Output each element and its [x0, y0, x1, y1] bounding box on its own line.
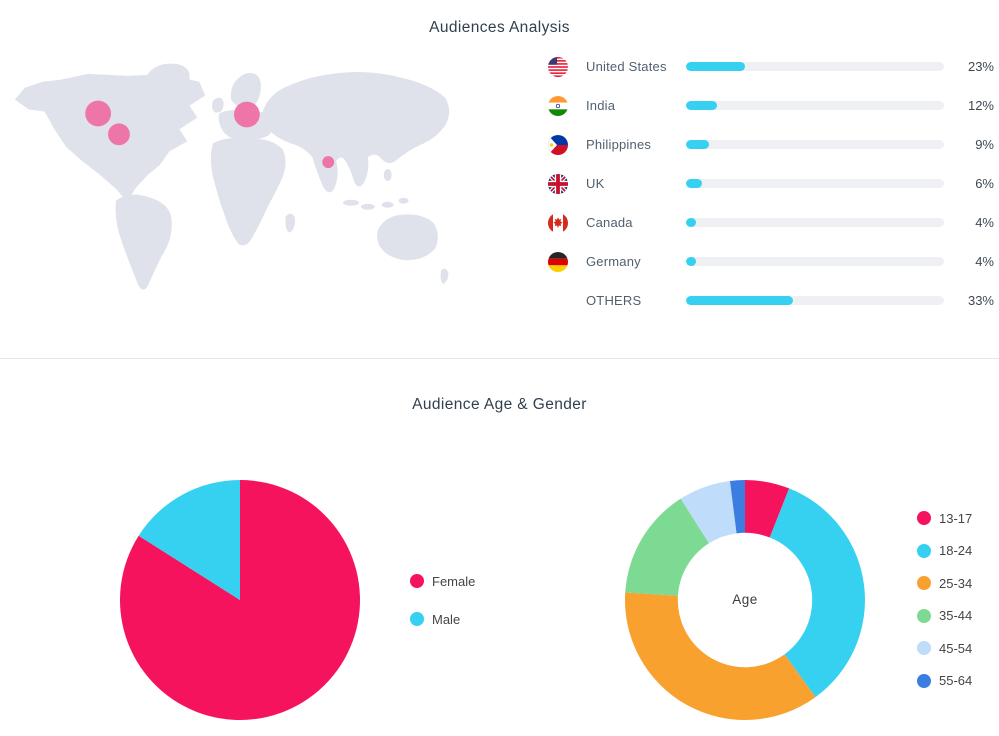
country-label: Germany [586, 254, 641, 269]
audience-location-bubbles [85, 100, 335, 169]
country-bar-track [686, 257, 944, 266]
country-row-united-states: United States 23% [548, 47, 994, 86]
age-donut-center-label: Age [732, 592, 758, 607]
country-row-others: OTHERS 33% [548, 281, 994, 320]
country-label: OTHERS [586, 293, 642, 308]
country-bar-fill [686, 257, 697, 266]
country-bar-fill [686, 140, 710, 149]
audiences-analysis-title: Audiences Analysis [429, 19, 570, 36]
map-bubble-canada [85, 100, 112, 127]
country-percent: 6% [975, 176, 994, 191]
uk-flag-icon [548, 173, 568, 194]
gender-legend-item-female[interactable]: Female [410, 573, 476, 589]
country-bar-fill [686, 62, 746, 71]
gender-legend: Female Male [410, 574, 475, 650]
country-bar-track [686, 62, 944, 71]
age-slice-18-24 [769, 488, 865, 698]
country-label: Philippines [586, 137, 652, 152]
section-divider [0, 358, 999, 359]
age-gender-title: Audience Age & Gender [412, 396, 587, 413]
gender-slice-male [138, 480, 240, 600]
age-legend-label: 35-44 [939, 608, 973, 623]
philippines-flag-icon [548, 134, 568, 155]
country-bar-fill [686, 179, 702, 188]
age-legend-item-18-24[interactable]: 18-24 [917, 543, 973, 558]
country-label: India [586, 98, 616, 113]
world-map-land [14, 63, 450, 290]
united-states-flag-icon [548, 56, 568, 77]
age-legend-label: 13-17 [939, 510, 973, 526]
country-percent: 33% [967, 293, 994, 308]
age-legend-item-13-17[interactable]: 13-17 [917, 510, 973, 526]
age-legend-dot [917, 673, 931, 688]
age-slice-55-64 [729, 480, 745, 534]
country-label: Canada [586, 215, 633, 230]
age-legend-dot [917, 576, 931, 590]
country-bar-fill [686, 101, 717, 110]
age-legend-item-45-54[interactable]: 45-54 [917, 640, 973, 656]
age-legend-label: 45-54 [939, 640, 973, 656]
gender-legend-item-male[interactable]: Male [410, 611, 475, 627]
country-row-philippines: Philippines 9% [548, 125, 994, 164]
country-bar-track [686, 218, 944, 227]
india-flag-icon [548, 95, 568, 116]
age-legend-dot [917, 543, 931, 558]
gender-legend-dot [410, 574, 424, 588]
age-slice-13-17 [745, 480, 790, 538]
age-legend-item-35-44[interactable]: 35-44 [917, 608, 973, 623]
country-bar-fill [686, 218, 697, 227]
gender-legend-label: Male [432, 611, 461, 627]
country-bar-track [686, 179, 944, 188]
gender-legend-dot [410, 612, 424, 626]
gender-legend-label: Female [432, 573, 476, 589]
gender-pie-chart [120, 480, 360, 720]
country-row-canada: Canada 4% [548, 203, 994, 242]
country-percent: 12% [967, 98, 994, 113]
country-row-uk: UK 6% [548, 164, 994, 203]
map-bubble-europe [233, 101, 260, 128]
age-slice-45-54 [680, 480, 737, 544]
country-label: UK [586, 176, 605, 191]
country-label: United States [586, 59, 667, 74]
world-map [8, 56, 456, 294]
country-bar-track [686, 101, 944, 110]
age-legend-label: 18-24 [939, 543, 973, 558]
world-map-svg [14, 63, 450, 290]
age-legend-dot [917, 511, 931, 525]
gender-slice-female [120, 480, 360, 720]
country-bar-track [686, 296, 944, 305]
country-percent: 4% [975, 215, 994, 230]
age-legend-dot [917, 641, 931, 655]
country-bar-track [686, 140, 944, 149]
age-slice-25-34 [625, 592, 816, 720]
age-legend-dot [917, 608, 931, 623]
germany-flag-icon [548, 251, 568, 272]
country-row-germany: Germany 4% [548, 242, 994, 281]
map-bubble-united-states [108, 123, 130, 146]
age-legend-item-55-64[interactable]: 55-64 [917, 673, 973, 688]
age-legend: 13-17 18-24 25-34 35-44 45-54 55-64 [917, 511, 972, 706]
age-legend-label: 55-64 [939, 673, 973, 688]
country-percent: 4% [975, 254, 994, 269]
country-percent: 9% [975, 137, 994, 152]
flag-placeholder [548, 291, 568, 311]
map-bubble-india [322, 156, 335, 169]
age-slice-35-44 [625, 498, 709, 596]
age-donut-chart [625, 480, 865, 720]
country-percent: 23% [967, 59, 994, 74]
country-bar-fill [686, 296, 794, 305]
age-legend-item-25-34[interactable]: 25-34 [917, 575, 973, 591]
age-legend-label: 25-34 [939, 575, 973, 591]
country-row-india: India 12% [548, 86, 994, 125]
country-list: United States 23% India 12% Philippines 9% UK 6… [548, 47, 994, 320]
canada-flag-icon [548, 212, 568, 233]
